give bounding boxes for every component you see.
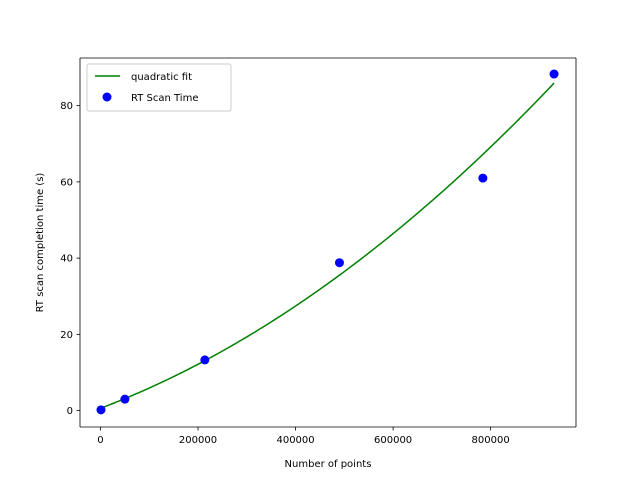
x-ticks: 0 200000 400000 600000 800000 xyxy=(97,427,510,446)
y-tick-label: 80 xyxy=(60,101,73,112)
legend: quadratic fit RT Scan Time xyxy=(86,63,232,112)
x-tick-label: 0 xyxy=(97,435,103,446)
y-tick-label: 0 xyxy=(67,406,73,417)
points-layer xyxy=(96,69,559,415)
legend-scatter-label: RT Scan Time xyxy=(131,93,198,104)
y-tick-label: 60 xyxy=(60,177,73,188)
x-tick-label: 200000 xyxy=(179,435,217,446)
data-point xyxy=(549,69,559,79)
y-axis-label: RT scan completion time (s) xyxy=(35,173,46,313)
y-tick-label: 20 xyxy=(60,330,73,341)
axes-frame xyxy=(79,57,577,428)
data-point xyxy=(200,355,210,365)
fit-layer xyxy=(100,82,555,409)
y-ticks: 0 20 40 60 80 xyxy=(60,101,80,417)
legend-fit-label: quadratic fit xyxy=(131,72,192,83)
data-point xyxy=(120,394,130,404)
fit-line xyxy=(100,82,555,409)
data-point xyxy=(96,405,106,415)
legend-frame xyxy=(86,63,232,112)
y-tick-label: 40 xyxy=(60,254,73,265)
data-point xyxy=(478,173,488,183)
x-tick-label: 400000 xyxy=(276,435,314,446)
x-tick-label: 600000 xyxy=(374,435,412,446)
x-tick-label: 800000 xyxy=(472,435,510,446)
plot-area xyxy=(80,58,576,427)
x-axis-label: Number of points xyxy=(285,459,372,470)
data-point xyxy=(334,258,344,268)
legend-scatter-swatch xyxy=(102,92,112,102)
